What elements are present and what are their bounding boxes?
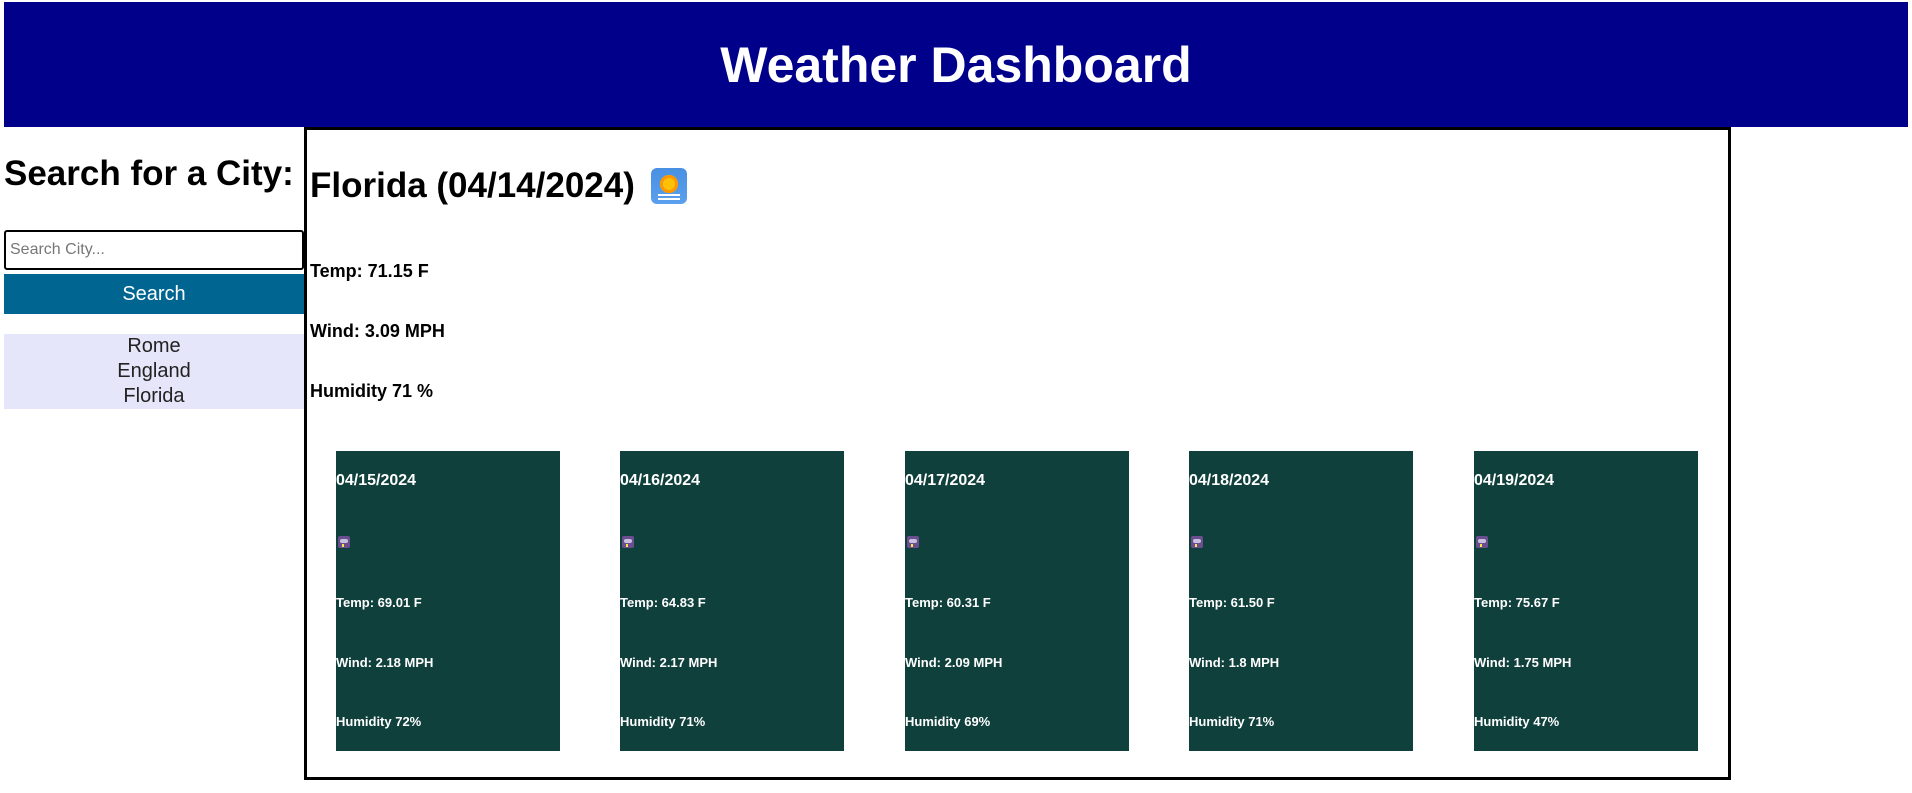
current-weather-header: Florida (04/14/2024) bbox=[310, 166, 687, 206]
forecast-wind: Wind: 2.09 MPH bbox=[905, 655, 1003, 670]
forecast-temp: Temp: 60.31 F bbox=[905, 595, 991, 610]
forecast-card: 04/16/2024 Temp: 64.83 F Wind: 2.17 MPH … bbox=[620, 451, 844, 751]
forecast-date: 04/17/2024 bbox=[905, 472, 986, 489]
storm-cloud-icon bbox=[1191, 536, 1203, 548]
forecast-date: 04/19/2024 bbox=[1474, 472, 1555, 489]
search-input[interactable] bbox=[4, 230, 304, 270]
forecast-humidity: Humidity 72% bbox=[336, 714, 422, 729]
current-weather-panel: Florida (04/14/2024) Temp: 71.15 F Wind:… bbox=[304, 127, 1731, 780]
forecast-humidity: Humidity 47% bbox=[1474, 714, 1560, 729]
forecast-humidity: Humidity 69% bbox=[905, 714, 991, 729]
forecast-wind: Wind: 1.8 MPH bbox=[1189, 655, 1280, 670]
forecast-temp: Temp: 75.67 F bbox=[1474, 595, 1560, 610]
history-item-florida[interactable]: Florida bbox=[123, 385, 185, 407]
history-item-rome[interactable]: Rome bbox=[127, 335, 181, 357]
forecast-wind: Wind: 2.17 MPH bbox=[620, 655, 718, 670]
page-title: Weather Dashboard bbox=[720, 36, 1192, 93]
search-history-list: Rome England Florida bbox=[4, 334, 304, 409]
storm-cloud-icon bbox=[338, 536, 350, 548]
forecast-humidity: Humidity 71% bbox=[1189, 714, 1275, 729]
sunrise-icon bbox=[650, 168, 687, 204]
forecast-date: 04/15/2024 bbox=[336, 472, 417, 489]
forecast-temp: Temp: 69.01 F bbox=[336, 595, 422, 610]
storm-cloud-icon bbox=[907, 536, 919, 548]
current-city-title: Florida (04/14/2024) bbox=[310, 166, 635, 205]
forecast-card: 04/19/2024 Temp: 75.67 F Wind: 1.75 MPH … bbox=[1474, 451, 1698, 751]
forecast-temp: Temp: 64.83 F bbox=[620, 595, 706, 610]
forecast-wind: Wind: 1.75 MPH bbox=[1474, 655, 1572, 670]
history-item-england[interactable]: England bbox=[117, 360, 191, 382]
page-header: Weather Dashboard bbox=[4, 2, 1908, 127]
search-heading: Search for a City: bbox=[4, 154, 294, 193]
current-wind: Wind: 3.09 MPH bbox=[310, 321, 445, 341]
search-button[interactable]: Search bbox=[4, 274, 304, 314]
forecast-wind: Wind: 2.18 MPH bbox=[336, 655, 434, 670]
forecast-date: 04/16/2024 bbox=[620, 472, 701, 489]
forecast-date: 04/18/2024 bbox=[1189, 472, 1270, 489]
current-humidity: Humidity 71 % bbox=[310, 381, 434, 401]
current-temp: Temp: 71.15 F bbox=[310, 261, 429, 281]
forecast-card: 04/18/2024 Temp: 61.50 F Wind: 1.8 MPH H… bbox=[1189, 451, 1413, 751]
forecast-humidity: Humidity 71% bbox=[620, 714, 706, 729]
forecast-card: 04/15/2024 Temp: 69.01 F Wind: 2.18 MPH … bbox=[336, 451, 560, 751]
forecast-temp: Temp: 61.50 F bbox=[1189, 595, 1275, 610]
forecast-card: 04/17/2024 Temp: 60.31 F Wind: 2.09 MPH … bbox=[905, 451, 1129, 751]
storm-cloud-icon bbox=[622, 536, 634, 548]
storm-cloud-icon bbox=[1476, 536, 1488, 548]
